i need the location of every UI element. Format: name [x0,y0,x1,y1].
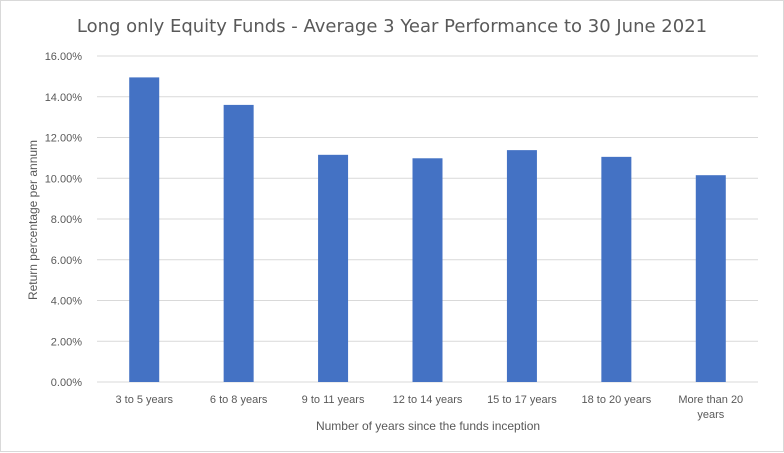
y-tick-label: 6.00% [51,255,82,267]
x-tick-label: 3 to 5 years [115,394,173,406]
x-tick-label: 18 to 20 years [581,394,651,406]
y-tick-label: 16.00% [45,51,83,63]
y-axis-label: Return percentage per annum [26,140,40,300]
x-tick-label: 12 to 14 years [393,394,463,406]
bar [695,175,726,382]
y-tick-label: 8.00% [51,214,82,226]
y-tick-label: 2.00% [51,336,82,348]
bar [601,156,632,382]
bar [223,104,254,383]
y-tick-label: 12.00% [45,133,83,145]
bar [412,158,443,382]
x-tick-labels: 3 to 5 years 6 to 8 years 9 to 11 years 12 … [115,394,743,421]
bar [129,77,160,383]
bar [506,150,537,382]
x-tick-label: 9 to 11 years [302,394,365,406]
x-tick-label: More than 20 years [678,394,743,421]
y-tick-label: 10.00% [45,173,83,185]
x-tick-label: 6 to 8 years [210,394,268,406]
x-axis-label: Number of years since the funds inceptio… [316,419,540,433]
chart-title: Long only Equity Funds - Average 3 Year … [77,16,707,37]
y-tick-label: 0.00% [51,377,82,389]
bars-group [129,77,726,383]
y-tick-label: 14.00% [45,92,83,104]
bar [318,154,349,382]
y-tick-label: 4.00% [51,296,82,308]
x-tick-label: 15 to 17 years [487,394,557,406]
y-tick-labels: 0.00% 2.00% 4.00% 6.00% 8.00% 10.00% 12.00% 14.… [45,51,83,389]
